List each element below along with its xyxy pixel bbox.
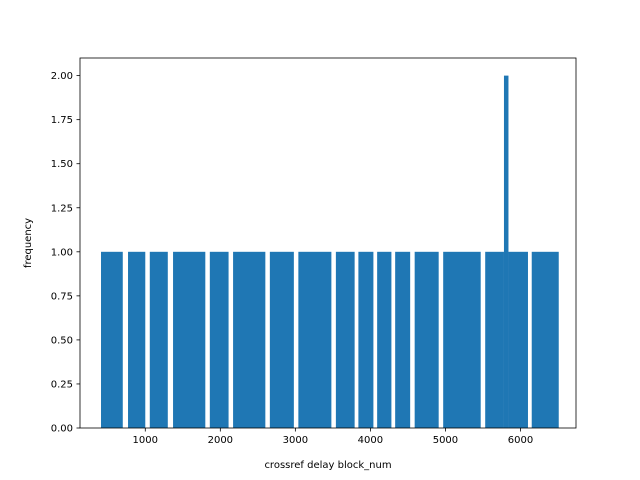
- y-ticks: 0.00 0.25 0.50 0.75 1.00 1.25 1.50 1.75 2.00: [51, 71, 80, 435]
- y-tick-label: 0.50: [51, 335, 73, 346]
- x-tick-label: 2000: [208, 435, 233, 446]
- y-tick-label: 0.25: [51, 379, 73, 390]
- bar-4: [209, 251, 229, 428]
- bar-17: [531, 251, 559, 428]
- y-tick-label: 2.00: [51, 71, 73, 82]
- bar-13: [443, 251, 481, 428]
- bar-12: [414, 251, 439, 428]
- x-tick-label: 4000: [358, 435, 383, 446]
- x-ticks: 1000 2000 3000 4000 5000 6000: [133, 428, 533, 446]
- bar-0: [101, 251, 123, 428]
- y-tick-label: 1.00: [51, 247, 73, 258]
- bar-5: [233, 251, 266, 428]
- plot-frame: [79, 57, 577, 429]
- y-tick-label: 0.00: [51, 424, 73, 435]
- bars: [101, 75, 559, 428]
- y-tick-label: 1.50: [51, 159, 73, 170]
- bar-9: [358, 251, 374, 428]
- bar-11: [395, 251, 411, 428]
- bar-2: [149, 251, 168, 428]
- y-tick-label: 1.25: [51, 203, 73, 214]
- bar-14: [485, 251, 504, 428]
- bar-16: [508, 251, 528, 428]
- x-axis-label: crossref delay block_num: [264, 460, 391, 471]
- y-axis-label: frequency: [23, 218, 34, 268]
- x-tick-label: 1000: [133, 435, 158, 446]
- bar-3: [173, 251, 206, 428]
- bar-7: [298, 251, 332, 428]
- y-tick-label: 1.75: [51, 115, 73, 126]
- x-tick-label: 5000: [433, 435, 458, 446]
- bar-8: [335, 251, 355, 428]
- bar-15: [503, 75, 509, 428]
- x-tick-label: 6000: [508, 435, 533, 446]
- bar-1: [128, 251, 146, 428]
- bar-10: [377, 251, 392, 428]
- x-tick-label: 3000: [283, 435, 308, 446]
- y-tick-label: 0.75: [51, 291, 73, 302]
- bar-6: [269, 251, 294, 428]
